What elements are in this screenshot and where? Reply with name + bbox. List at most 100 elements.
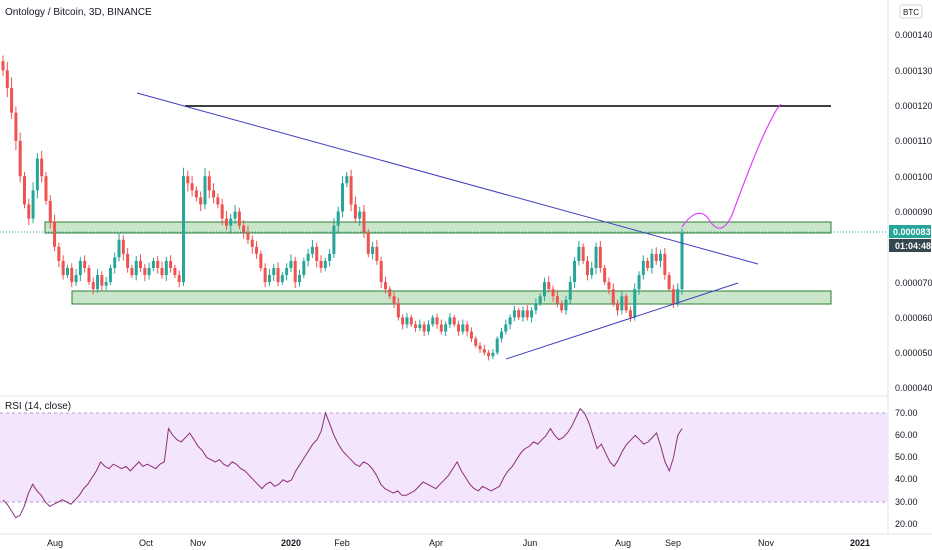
candle-body [676,289,680,304]
time-tick: 2021 [850,538,870,548]
time-tick: Jun [523,538,538,548]
candle-body [431,317,435,325]
candle-body [147,267,151,276]
candle-body [302,260,306,276]
current-price-badge[interactable]: 0.0000839 01:04:48 [889,225,932,252]
candle-body [555,296,559,304]
candle-body [405,317,409,325]
time-tick: Aug [47,538,63,548]
countdown-badge-bg [889,239,931,252]
rsi-band [0,413,888,502]
time-tick: 2020 [281,538,301,548]
currency-badge[interactable]: BTC [903,8,919,17]
candle-body [126,253,130,268]
candle-body [259,253,263,268]
candle-body [379,260,383,283]
candle-body [130,267,134,276]
candle-body [409,317,413,325]
descending-trendline[interactable] [136,92,759,265]
candle-body [521,310,525,318]
candle-body [624,296,628,311]
rsi-axis[interactable]: 70.00 60.00 50.00 40.00 30.00 20.00 [895,408,918,529]
ascending-trendline[interactable] [505,282,739,360]
candle-body [139,260,143,268]
main-pane[interactable] [0,0,888,393]
candle-body [96,275,100,290]
rsi-tick: 20.00 [895,519,918,529]
candle-body [298,275,302,283]
time-tick: Sep [665,538,681,548]
candle-body [607,282,611,290]
candle-body [358,211,362,219]
candle-body [250,239,254,247]
candle-body [452,317,456,325]
candle-body [255,246,259,254]
candle-body [44,176,48,201]
symbol-title[interactable]: Ontology / Bitcoin, 3D, BINANCE [5,7,152,18]
candle-body [585,260,589,276]
candle-body [177,275,181,283]
candle-body [203,176,207,205]
price-projection-path[interactable] [681,103,782,229]
candle-body [603,267,607,283]
candle-body [87,267,91,283]
candle-body [504,324,508,332]
candle-body [276,267,280,283]
candle-body [267,275,271,283]
rsi-title[interactable]: RSI (14, close) [5,401,71,412]
candle-body [48,200,52,223]
rsi-tick: 40.00 [895,474,918,484]
candle-body [495,338,499,353]
candle-body [396,303,400,318]
candle-body [680,233,684,290]
candle-body [143,267,147,276]
candle-body [212,190,216,198]
candle-body [74,275,78,283]
candle-body [482,349,486,353]
time-tick: Oct [139,538,154,548]
candle-body [18,140,22,177]
candle-body [40,158,44,177]
candlestick-series [1,55,684,361]
resistance-zone[interactable] [44,221,832,234]
support-zone[interactable] [71,290,832,305]
candle-body [551,289,555,297]
candle-body [478,345,482,350]
countdown: 01:04:48 [895,241,931,251]
candle-body [229,218,233,226]
candle-body [341,183,344,212]
candle-body [616,303,620,311]
candle-body [671,289,675,304]
candle-body [465,324,469,332]
candle-body [65,267,69,276]
rsi-line [2,407,683,519]
candle-body [237,211,241,226]
current-price: 0.0000839 [893,227,932,237]
time-axis[interactable]: Aug Oct Nov 2020 Feb Apr Jun Aug Sep Nov… [47,538,870,548]
candle-body [590,267,594,276]
currency-badge-frame[interactable] [899,4,923,19]
candle-body [272,267,276,276]
candle-body [57,246,61,261]
candle-body [113,257,117,268]
candle-body [362,211,366,233]
candle-body [633,289,637,318]
candle-body [289,260,293,268]
candle-body [448,317,452,325]
candle-body [285,267,289,276]
candle-body [353,204,357,219]
time-tick: Feb [334,538,350,548]
candle-body [207,176,211,191]
candle-body [78,260,82,276]
candle-body [100,275,104,286]
candle-body [508,317,512,325]
candle-body [1,61,5,71]
